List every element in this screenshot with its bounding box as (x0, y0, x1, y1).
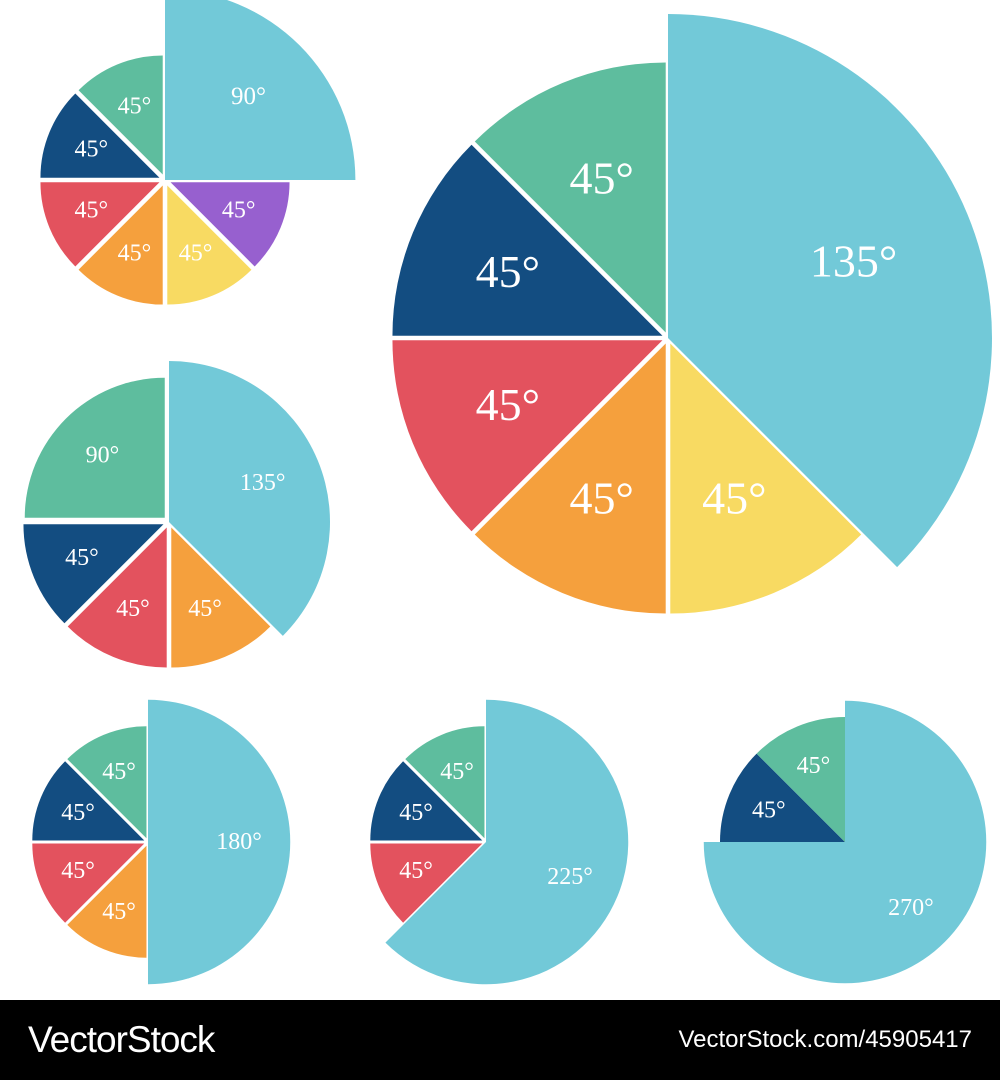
pie-charts-canvas: 90° 45° 45° 45° 45° 45° 45° 135° 45° 45° 45° 45° 45°… (23, 0, 992, 985)
pie-slice-navy (23, 524, 164, 624)
pie-chart-5: 225° 45° 45° 45° (370, 699, 629, 985)
slice-label: 135° (810, 236, 897, 287)
pie-slice-cyan (148, 699, 291, 985)
pie-chart-3: 135° 45° 45° 45° 90° (23, 361, 330, 668)
slice-label: 45° (61, 858, 95, 884)
pie-slice-navy (392, 144, 663, 336)
pie-slice-cyan (385, 699, 629, 985)
slice-label: 45° (476, 379, 540, 430)
slice-label: 45° (797, 753, 831, 779)
slice-label: 45° (569, 152, 633, 203)
pie-slice-orange (67, 845, 147, 958)
pie-chart-1: 90° 45° 45° 45° 45° 45° 45° (40, 0, 356, 305)
slice-label: 45° (752, 797, 786, 823)
pie-slice-cyan (165, 0, 356, 180)
pie-slice-yellow (167, 185, 252, 305)
pie-slice-green (405, 726, 485, 839)
slice-label: 135° (240, 470, 286, 496)
slice-label: 45° (440, 759, 474, 785)
slice-label: 45° (61, 800, 95, 826)
slice-label: 45° (118, 241, 152, 267)
pie-slice-orange (78, 185, 163, 305)
pie-slice-navy (720, 753, 845, 842)
slice-label: 45° (188, 596, 222, 622)
slice-label: 45° (399, 800, 433, 826)
slice-label: 180° (216, 829, 262, 855)
pie-slice-navy (40, 93, 160, 178)
slice-label: 45° (569, 473, 633, 524)
pie-chart-6: 270° 45° 45° (703, 700, 987, 984)
slice-label: 45° (179, 241, 213, 267)
pie-slice-orange (474, 343, 666, 614)
pie-slice-cyan (169, 361, 330, 636)
slice-label: 45° (118, 93, 152, 119)
slice-label: 45° (116, 596, 150, 622)
pie-slice-cyan (668, 14, 992, 568)
slice-label: 45° (74, 198, 108, 224)
pie-slice-green (474, 62, 666, 333)
slice-label: 45° (476, 246, 540, 297)
slice-label: 90° (231, 83, 266, 110)
pie-slice-red (67, 527, 167, 668)
slice-label: 45° (65, 545, 99, 571)
pie-slice-red (40, 182, 160, 267)
slice-label: 45° (102, 759, 136, 785)
pie-slice-yellow (670, 343, 862, 614)
slice-label: 45° (74, 136, 108, 162)
slice-label: 45° (399, 858, 433, 884)
pie-chart-2: 135° 45° 45° 45° 45° 45° (392, 14, 992, 614)
slice-label: 45° (222, 198, 256, 224)
slice-label: 225° (547, 864, 593, 890)
footer-brand: VectorStock (28, 1019, 215, 1060)
pie-slice-red (392, 340, 663, 532)
watermark-footer: VectorStock VectorStock.com/45905417 (0, 1000, 1000, 1080)
pie-chart-4: 180° 45° 45° 45° 45° (32, 699, 291, 985)
pie-slice-green (24, 377, 165, 518)
pie-slice-navy (370, 761, 483, 841)
pie-slice-green (67, 726, 147, 839)
pie-slice-green (756, 717, 845, 842)
pie-slice-navy (32, 761, 145, 841)
footer-credit: VectorStock.com/45905417 (678, 1026, 972, 1053)
slice-label: 45° (702, 473, 766, 524)
pie-slice-green (78, 55, 163, 175)
slice-label: 270° (888, 895, 934, 921)
pie-slice-red (370, 843, 483, 923)
pie-slice-red (32, 843, 145, 923)
slice-label: 45° (102, 899, 136, 925)
pie-slice-orange (171, 527, 271, 668)
slice-label: 90° (86, 442, 120, 468)
pie-slice-purple (170, 182, 290, 267)
